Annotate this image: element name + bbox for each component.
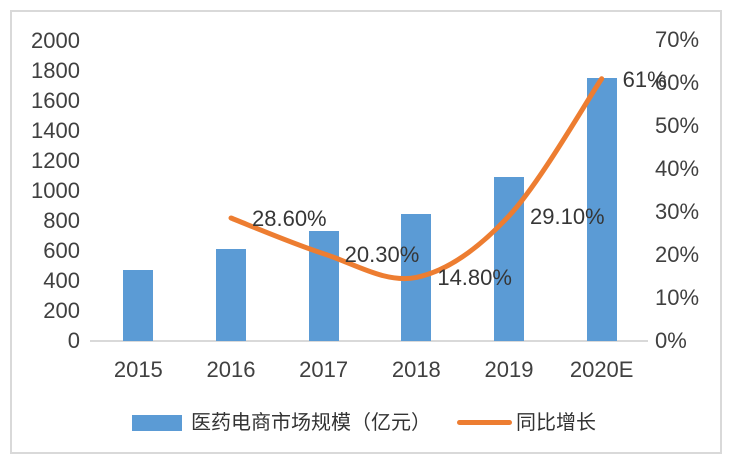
legend-label-growth: 同比增长 [516, 412, 596, 434]
y-axis-left-tick: 800 [43, 208, 80, 233]
growth-data-label: 28.60% [252, 206, 327, 232]
y-axis-left-tick: 1600 [31, 88, 80, 113]
x-axis-line [90, 340, 648, 342]
y-axis-right-tick: 60% [655, 70, 700, 95]
market-size-bar-2015 [123, 269, 154, 341]
legend: 医药电商市场规模（亿元） 同比增长 [0, 405, 734, 445]
market-size-bar-2017 [308, 230, 339, 341]
growth-data-label: 61% [622, 66, 667, 92]
legend-line-swatch [457, 420, 512, 425]
y-axis-right-tick: 30% [655, 199, 700, 224]
y-axis-left-tick: 0 [67, 328, 80, 353]
market-size-bar-2018 [401, 214, 432, 341]
y-axis-right-tick: 20% [655, 242, 700, 267]
growth-data-label: 20.30% [344, 241, 420, 267]
y-axis-left-tick: 2000 [31, 28, 80, 53]
growth-data-label: 29.10% [530, 203, 605, 229]
y-axis-right-tick: 10% [655, 285, 700, 310]
legend-label-market-size: 医药电商市场规模（亿元） [191, 412, 431, 434]
y-axis-left-tick: 1800 [31, 58, 80, 83]
x-axis-label: 2019 [484, 357, 534, 382]
y-axis-left-tick: 1000 [31, 178, 80, 203]
growth-data-label: 14.80% [437, 265, 512, 291]
y-axis-left-tick: 1400 [31, 118, 80, 143]
y-axis-left-tick: 600 [43, 238, 80, 263]
y-axis-left-tick: 200 [43, 298, 80, 323]
x-axis-label: 2016 [206, 357, 256, 382]
y-axis-right-tick: 70% [655, 27, 700, 52]
legend-bar-swatch [132, 415, 182, 431]
y-axis-left-tick: 1200 [31, 148, 80, 173]
y-axis-left-tick: 400 [43, 268, 80, 293]
y-axis-right-tick: 0% [655, 328, 687, 353]
market-size-bar-2016 [216, 249, 246, 341]
x-axis-label: 2015 [113, 357, 163, 382]
x-axis-label: 2018 [391, 357, 441, 382]
market-size-bar-2019 [494, 177, 524, 341]
x-axis-label: 2017 [299, 357, 349, 382]
x-axis-label: 2020E [569, 357, 634, 382]
y-axis-right-tick: 40% [655, 156, 700, 181]
y-axis-right-tick: 50% [655, 113, 700, 138]
